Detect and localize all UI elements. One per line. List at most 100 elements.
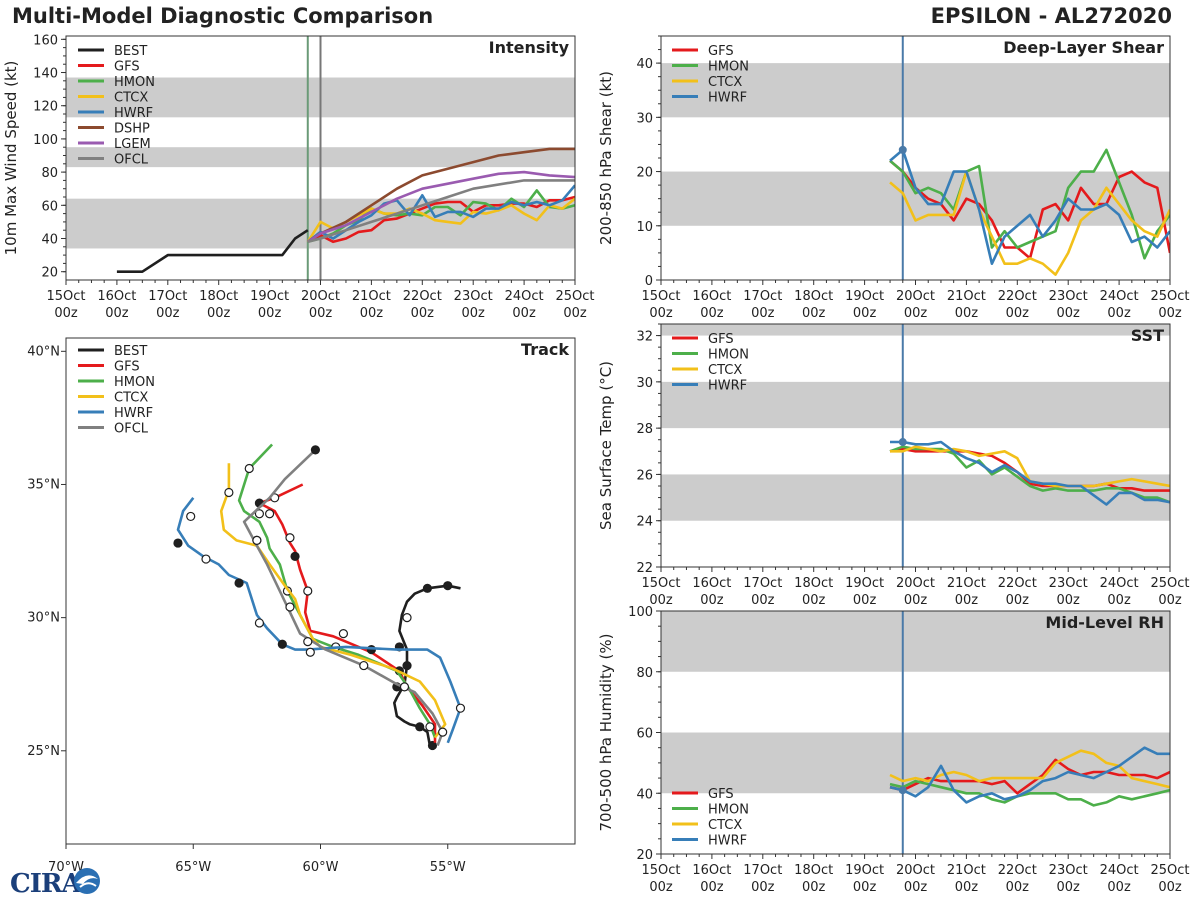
cyclone-swirl-icon [74, 868, 100, 894]
sst-xtick-label-hour-7: 00z [1006, 593, 1030, 608]
sst-band-1 [661, 381, 1170, 429]
figure-title-left: Multi-Model Diagnostic Comparison [12, 4, 434, 28]
intensity-legend-label-best: BEST [114, 44, 147, 59]
track-ofcl-marker-5 [252, 535, 262, 546]
sst-ytick-label-2: 26 [636, 468, 653, 483]
shear-xtick-label-3: 18Oct [794, 289, 833, 304]
intensity-ytick-label-5: 120 [33, 100, 58, 115]
track-series-group [173, 443, 466, 751]
intensity-legend-label-ctcx: CTCX [114, 91, 148, 106]
rh-xtick-label-6: 21Oct [947, 863, 986, 878]
sst-xtick-label-hour-2: 00z [751, 593, 775, 608]
sst-legend-label-gfs: GFS [708, 332, 734, 347]
shear-xtick-label-hour-9: 00z [1107, 306, 1131, 321]
track-hwrf-marker-1 [305, 647, 315, 657]
intensity-xtick-label-6: 21Oct [352, 289, 391, 304]
shear-xtick-label-hour-7: 00z [1006, 306, 1030, 321]
track-hwrf-marker-4 [234, 578, 244, 588]
sst-series-hmon [889, 445, 1170, 504]
track-ofcl-marker-1 [399, 682, 410, 692]
track-hwrf-marker-6 [173, 538, 183, 548]
rh-xtick-label-hour-6: 00z [955, 880, 979, 895]
shear-xtick-label-5: 20Oct [896, 289, 935, 304]
sst-xtick-label-10: 25Oct [1150, 576, 1189, 591]
shear-band-1 [661, 63, 1170, 118]
shear-ytick-label-4: 40 [636, 57, 653, 72]
sst-xtick-label-hour-1: 00z [700, 593, 724, 608]
sst-xtick-label-8: 23Oct [1049, 576, 1088, 591]
track-ofcl-marker-2 [359, 660, 369, 671]
shear-xtick-label-1: 16Oct [692, 289, 731, 304]
track-series-ctcx [219, 463, 447, 739]
track-ytick-label-2: 35°N [27, 477, 60, 492]
rh-series-hwrf [889, 746, 1170, 804]
intensity-series-best [116, 229, 309, 274]
rh-legend-label-hmon: HMON [708, 803, 749, 818]
sst-ytick-label-4: 30 [636, 376, 653, 391]
rh-xtick-label-7: 22Oct [998, 863, 1037, 878]
intensity-ytick-label-4: 100 [33, 133, 58, 148]
rh-xtick-label-hour-1: 00z [700, 880, 724, 895]
shear-series-hwrf [889, 148, 1170, 266]
rh-xtick-label-hour-0: 00z [649, 880, 673, 895]
shear-xtick-label-hour-4: 00z [853, 306, 877, 321]
shear-xtick-label-9: 24Oct [1100, 289, 1139, 304]
track-ofcl-marker-7 [310, 445, 321, 455]
rh-legend-label-ctcx: CTCX [708, 818, 742, 833]
shear-panel-title: Deep-Layer Shear [1003, 38, 1164, 57]
track-ctcx-marker-0 [425, 722, 435, 732]
track-hwrf-marker-5 [201, 554, 211, 564]
shear-legend-label-ctcx: CTCX [708, 75, 742, 90]
shear-xtick-label-0: 15Oct [641, 289, 680, 304]
intensity-ytick-label-0: 20 [41, 266, 58, 281]
shear-xtick-label-hour-2: 00z [751, 306, 775, 321]
shear-xtick-label-8: 23Oct [1049, 289, 1088, 304]
track-best-marker-1 [422, 583, 432, 593]
intensity-legend-label-lgem: LGEM [114, 137, 151, 152]
sst-xtick-label-6: 21Oct [947, 576, 986, 591]
intensity-xtick-label-hour-2: 00z [156, 306, 180, 321]
track-legend-label-ofcl: OFCL [114, 422, 149, 437]
track-hwrf-marker-7 [186, 511, 196, 522]
track-xtick-label-0: 70°W [48, 860, 84, 875]
sst-legend-label-ctcx: CTCX [708, 363, 742, 378]
rh-ytick-label-4: 100 [628, 605, 653, 620]
shear-ylabel: 200-850 hPa Shear (kt) [597, 71, 615, 245]
sst-xtick-label-hour-8: 00z [1057, 593, 1081, 608]
rh-xtick-label-hour-2: 00z [751, 880, 775, 895]
rh-xtick-label-hour-8: 00z [1057, 880, 1081, 895]
track-ofcl-marker-0 [438, 727, 448, 737]
track-gfs-marker-4 [290, 551, 300, 561]
track-panel: 70°W 65°W 60°W 55°W 25°N 30°N 35°N 40°N Track BES… [27, 337, 576, 875]
shear-xtick-label-hour-10: 00z [1158, 306, 1182, 321]
rh-ytick-label-3: 80 [636, 666, 653, 681]
sst-ytick-label-3: 28 [636, 422, 653, 437]
track-ofcl-marker-3 [303, 636, 313, 647]
track-best-marker-6 [415, 722, 425, 732]
shear-panel: 15Oct 00z 16Oct 00z 17Oct 00z 18Oct 00z 19Oct 00z… [597, 35, 1190, 321]
shear-xtick-label-hour-3: 00z [802, 306, 826, 321]
shear-xtick-label-4: 19Oct [845, 289, 884, 304]
intensity-xtick-label-hour-5: 00z [309, 306, 333, 321]
figure-title-right: EPSILON - AL272020 [930, 4, 1172, 28]
track-best-marker-7 [427, 740, 438, 751]
shear-xtick-label-7: 22Oct [998, 289, 1037, 304]
rh-ytick-label-1: 40 [636, 787, 653, 802]
shear-series-group [889, 36, 1170, 280]
track-panel-title: Track [521, 340, 569, 359]
sst-legend-label-hwrf: HWRF [708, 379, 747, 394]
shear-ytick-label-3: 30 [636, 111, 653, 126]
sst-panel: 15Oct 00z 16Oct 00z 17Oct 00z 18Oct 00z 19Oct 00z… [597, 323, 1190, 608]
sst-series-hwrf [890, 440, 1170, 506]
rh-xtick-label-4: 19Oct [845, 863, 884, 878]
intensity-xtick-label-2: 17Oct [148, 289, 187, 304]
track-xtick-label-2: 60°W [303, 860, 339, 875]
sst-xtick-label-hour-6: 00z [955, 593, 979, 608]
track-plot-area [66, 338, 575, 844]
intensity-xtick-label-hour-7: 00z [411, 306, 435, 321]
sst-panel-title: SST [1131, 326, 1164, 345]
track-gfs-marker-3 [303, 586, 313, 596]
intensity-legend-label-dshp: DSHP [114, 122, 150, 137]
sst-xtick-label-hour-10: 00z [1158, 593, 1182, 608]
shear-xtick-label-hour-8: 00z [1057, 306, 1081, 321]
